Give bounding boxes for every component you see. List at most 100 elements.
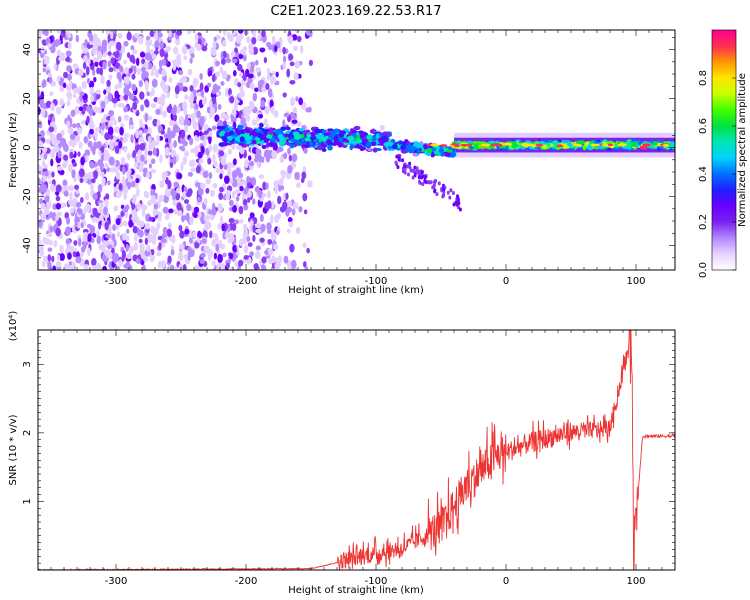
heatmap-cell xyxy=(254,87,259,92)
heatmap-cell xyxy=(41,146,48,153)
heatmap-cell xyxy=(286,228,291,234)
heatmap-cell xyxy=(63,263,70,270)
heatmap-cell xyxy=(128,246,135,254)
heatmap-cell xyxy=(66,120,71,128)
heatmap-cell xyxy=(201,98,207,106)
heatmap-cell xyxy=(212,143,219,153)
heatmap-cell xyxy=(121,254,125,262)
heatmap-cell xyxy=(49,102,56,112)
heatmap-cell xyxy=(126,152,131,161)
heatmap-cell xyxy=(434,178,438,183)
heatmap-cell xyxy=(204,221,210,229)
heatmap-cell xyxy=(443,151,451,157)
heatmap-cell xyxy=(198,158,204,164)
heatmap-cell xyxy=(72,63,79,69)
heatmap-cell xyxy=(293,72,299,81)
heatmap-cell xyxy=(326,138,331,145)
heatmap-cell xyxy=(280,126,287,131)
heatmap-cell xyxy=(268,127,274,131)
heatmap-cell xyxy=(176,209,183,217)
heatmap-cell xyxy=(104,162,109,170)
heatmap-cell xyxy=(446,190,450,195)
heatmap-cell xyxy=(213,252,218,260)
heatmap-cell xyxy=(238,72,244,78)
heatmap-cell xyxy=(283,112,290,118)
heatmap-cell xyxy=(261,192,267,198)
heatmap-cell xyxy=(217,104,222,110)
heatmap-cell xyxy=(114,62,121,69)
heatmap-cell xyxy=(252,119,258,126)
heatmap-cell xyxy=(270,214,274,224)
heatmap-cell xyxy=(190,148,195,154)
heatmap-cell xyxy=(274,185,278,195)
heatmap-cell xyxy=(257,113,264,119)
heatmap-cell xyxy=(435,192,439,197)
heatmap-cell xyxy=(222,120,228,127)
heatmap-cell xyxy=(246,62,251,69)
heatmap-cell xyxy=(170,249,175,256)
heatmap-cell xyxy=(199,73,203,80)
heatmap-cell xyxy=(109,115,116,122)
heatmap-cell xyxy=(45,138,51,144)
heatmap-cell xyxy=(639,145,648,150)
heatmap-cell xyxy=(228,130,235,135)
heatmap-cell xyxy=(157,260,162,269)
heatmap-cell xyxy=(217,202,223,213)
heatmap-cell xyxy=(108,40,115,46)
heatmap-cell xyxy=(200,252,206,258)
heatmap-cell xyxy=(69,192,73,201)
heatmap-cell xyxy=(254,250,261,260)
heatmap-cell xyxy=(146,91,150,97)
heatmap-cell xyxy=(50,148,56,159)
heatmap-cell xyxy=(173,140,177,148)
heatmap-cell xyxy=(107,92,113,102)
heatmap-cell xyxy=(102,265,108,270)
heatmap-cell xyxy=(40,129,45,138)
heatmap-cell xyxy=(292,106,298,114)
heatmap-cell xyxy=(59,98,65,107)
heatmap-cell xyxy=(229,95,235,104)
heatmap-cell xyxy=(126,52,131,58)
heatmap-cell xyxy=(209,230,213,239)
heatmap-cell xyxy=(242,198,248,206)
heatmap-cell xyxy=(91,258,97,267)
heatmap-cell xyxy=(43,206,50,216)
heatmap-cell xyxy=(488,140,496,145)
heatmap-cell xyxy=(232,158,237,166)
heatmap-cell xyxy=(192,120,198,130)
heatmap-cell xyxy=(62,179,68,187)
heatmap-cell xyxy=(188,237,193,244)
heatmap-cell xyxy=(261,30,266,38)
heatmap-cell xyxy=(277,146,284,153)
heatmap-cell xyxy=(255,245,261,251)
heatmap-cell xyxy=(415,166,419,171)
heatmap-cell xyxy=(148,216,154,222)
heatmap-cell xyxy=(225,58,232,64)
heatmap-cell xyxy=(203,245,210,253)
heatmap-cell xyxy=(83,47,89,53)
heatmap-cell xyxy=(242,223,248,231)
heatmap-cell xyxy=(119,136,124,142)
heatmap-cell xyxy=(400,144,407,150)
heatmap-cell xyxy=(283,255,289,264)
heatmap-cell xyxy=(113,205,119,212)
heatmap-cell xyxy=(178,263,183,270)
heatmap-cell xyxy=(293,133,302,140)
heatmap-cell xyxy=(270,76,277,84)
heatmap-cell xyxy=(76,127,83,135)
heatmap-cell xyxy=(142,204,148,211)
heatmap-cell xyxy=(296,121,302,127)
y-tick-label: 2 xyxy=(22,430,33,436)
heatmap-cell xyxy=(259,47,266,53)
heatmap-cell xyxy=(261,264,267,270)
heatmap-cell xyxy=(280,169,287,176)
heatmap-cell xyxy=(254,186,260,193)
heatmap-cell xyxy=(78,237,82,247)
heatmap-cell xyxy=(246,36,251,44)
heatmap-cell xyxy=(106,79,111,87)
heatmap-cell xyxy=(428,180,432,185)
heatmap-cell xyxy=(167,255,172,264)
heatmap-cell xyxy=(121,176,126,186)
heatmap-cell xyxy=(150,70,155,77)
heatmap-cell xyxy=(69,245,75,254)
